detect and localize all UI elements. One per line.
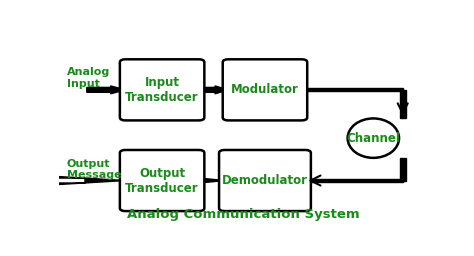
Text: Output
Transducer: Output Transducer [125,167,199,195]
Text: Demodulator: Demodulator [222,174,308,187]
Polygon shape [301,88,403,91]
FancyBboxPatch shape [120,150,204,211]
Polygon shape [59,177,125,185]
Polygon shape [199,86,228,94]
Polygon shape [400,90,406,119]
FancyBboxPatch shape [219,150,311,211]
Polygon shape [87,86,125,94]
Text: Analog
Input: Analog Input [66,67,110,89]
FancyBboxPatch shape [223,59,307,120]
Polygon shape [185,177,225,185]
Polygon shape [305,179,403,182]
Text: Modulator: Modulator [231,83,299,96]
Ellipse shape [347,119,399,158]
Text: Output
Message: Output Message [66,159,121,180]
Text: Input
Transducer: Input Transducer [125,76,199,104]
FancyBboxPatch shape [120,59,204,120]
Text: Channel: Channel [346,132,400,145]
Text: Analog Communication System: Analog Communication System [127,208,359,220]
Polygon shape [400,158,406,180]
